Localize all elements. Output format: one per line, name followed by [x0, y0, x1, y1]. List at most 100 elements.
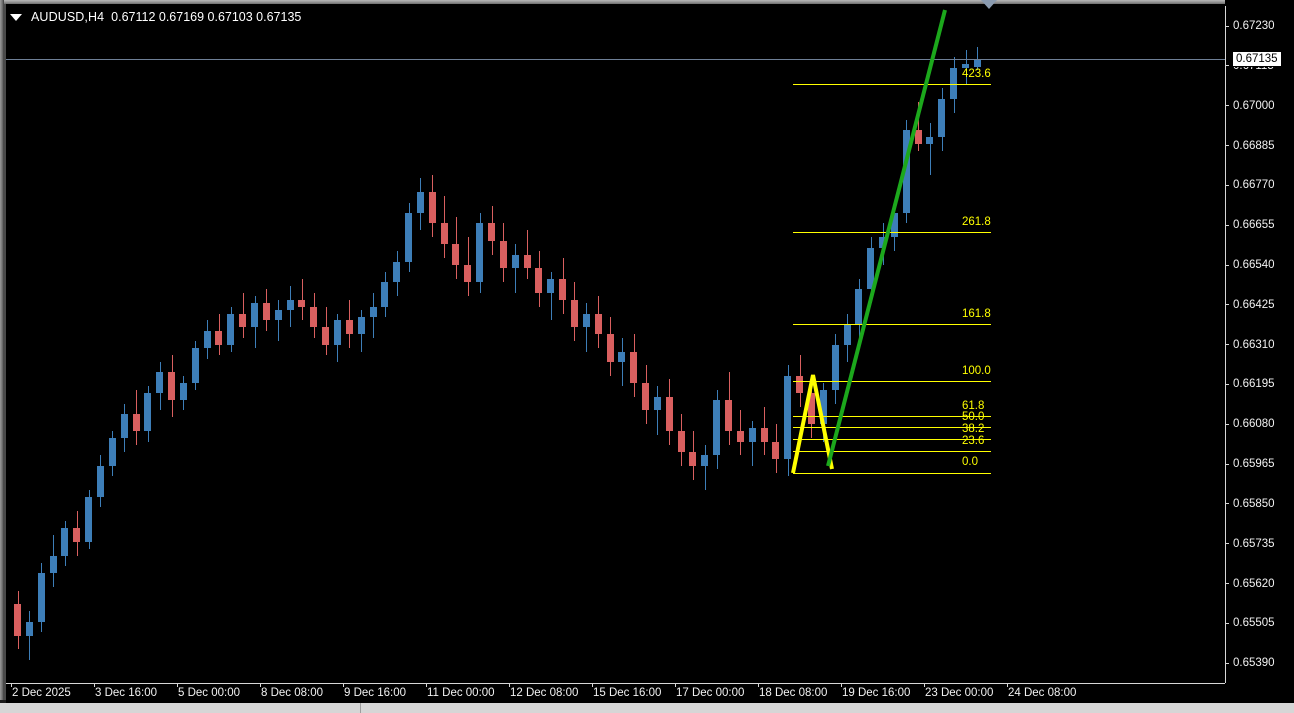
- candle-body: [938, 98, 946, 137]
- price-tick: 0.66655: [1225, 218, 1275, 232]
- candle-body: [322, 327, 330, 345]
- candle-wick: [657, 386, 658, 435]
- price-tick: 0.66310: [1225, 338, 1275, 352]
- green-trendline[interactable]: [826, 9, 947, 467]
- candle-body: [227, 313, 235, 345]
- price-tick: 0.66080: [1225, 417, 1275, 431]
- fib-level-label: 61.8: [962, 400, 985, 412]
- price-tick-label: 0.66195: [1233, 378, 1275, 391]
- window-frame-left-inner: [4, 4, 6, 700]
- candle-body: [748, 427, 756, 442]
- candle-wick: [29, 611, 30, 660]
- candle-body: [37, 573, 45, 622]
- candle-wick: [278, 299, 279, 342]
- candle-body: [511, 254, 519, 269]
- chart-top-marker: [981, 0, 997, 9]
- candle-body: [642, 382, 650, 411]
- candle-wick: [551, 271, 552, 321]
- candle-body: [357, 316, 365, 335]
- fib-level-label: 423.6: [962, 68, 991, 80]
- time-scale[interactable]: 2 Dec 2025 3 Dec 16:00 5 Dec 00:00 8 Dec 08…: [6, 683, 1294, 703]
- candle-wick: [586, 303, 587, 352]
- candle-body: [179, 382, 187, 401]
- price-tick-mark: [1225, 583, 1229, 585]
- fib-level-label: 38.2: [962, 423, 985, 435]
- price-tick-mark: [1225, 503, 1229, 505]
- candle-body: [890, 213, 898, 238]
- candle-body: [476, 223, 484, 283]
- chart-header: AUDUSD,H4 0.67112 0.67169 0.67103 0.6713…: [10, 9, 301, 25]
- candle-body: [464, 265, 472, 283]
- candle-body: [547, 278, 555, 293]
- candle-body: [570, 299, 578, 328]
- fib-level-line[interactable]: [793, 232, 991, 233]
- time-tick-label: 23 Dec 00:00: [925, 687, 994, 699]
- candle-body: [855, 289, 863, 324]
- candle-body: [73, 528, 81, 543]
- candle-body: [49, 555, 57, 574]
- fib-level-label: 0.0: [962, 456, 978, 468]
- candle-body: [784, 375, 792, 459]
- chart-symbol-label: AUDUSD,H4: [31, 10, 105, 24]
- price-tick-label: 0.65850: [1233, 497, 1275, 510]
- candle-body: [191, 348, 199, 383]
- current-price-line: [6, 58, 1225, 60]
- fib-level-line[interactable]: [793, 381, 991, 382]
- fib-level-line[interactable]: [793, 451, 991, 452]
- candle-body: [440, 223, 448, 245]
- time-tick-label: 17 Dec 00:00: [676, 687, 745, 699]
- window-frame-left: [0, 0, 4, 700]
- candle-body: [902, 129, 910, 214]
- candle-body: [867, 247, 875, 290]
- price-tick-mark: [1225, 264, 1229, 266]
- price-tick-label: 0.65735: [1233, 537, 1275, 550]
- price-tick-label: 0.65620: [1233, 577, 1275, 590]
- candle-body: [25, 621, 33, 636]
- candle-body: [405, 213, 413, 262]
- candle-body: [85, 497, 93, 543]
- candle-body: [831, 344, 839, 390]
- candle-body: [677, 431, 685, 452]
- price-tick-label: 0.66310: [1233, 338, 1275, 351]
- candle-body: [665, 396, 673, 432]
- price-tick: 0.65850: [1225, 497, 1275, 511]
- price-scale[interactable]: 0.672300.671150.670000.668850.667700.666…: [1225, 0, 1294, 700]
- candle-body: [381, 282, 389, 307]
- candle-body: [796, 375, 804, 394]
- price-tick: 0.66885: [1225, 139, 1275, 153]
- drawings-overlay: [791, 9, 947, 474]
- candle-body: [156, 372, 164, 394]
- price-tick-mark: [1225, 423, 1229, 425]
- time-tick-mark: [758, 683, 759, 687]
- time-tick-label: 19 Dec 16:00: [842, 687, 911, 699]
- candle-body: [689, 452, 697, 466]
- candle-wick: [622, 337, 623, 387]
- candle-body: [606, 334, 614, 362]
- candle-body: [618, 351, 626, 362]
- candle-wick: [752, 420, 753, 466]
- fib-level-label: 50.0: [962, 411, 985, 423]
- price-tick-mark: [1225, 622, 1229, 624]
- candle-body: [488, 223, 495, 241]
- price-tick: 0.67000: [1225, 99, 1275, 113]
- candle-body: [914, 129, 922, 144]
- candle-body: [274, 310, 282, 321]
- candle-body: [108, 438, 116, 466]
- triangle-down-icon[interactable]: [10, 13, 22, 21]
- price-tick-label: 0.66770: [1233, 179, 1275, 192]
- fib-level-line[interactable]: [793, 84, 991, 85]
- fib-level-line[interactable]: [793, 324, 991, 325]
- candle-body: [120, 413, 128, 439]
- candle-body: [523, 254, 531, 269]
- price-tick-mark: [1225, 224, 1229, 226]
- price-tick: 0.65620: [1225, 577, 1275, 591]
- chart-plot-area[interactable]: 423.6 261.8 161.8 100.0 61.8 50.0 38.2 23.6 0.0: [6, 6, 1225, 683]
- fib-level-line[interactable]: [793, 473, 991, 474]
- time-tick-mark: [1007, 683, 1008, 687]
- candle-body: [144, 393, 152, 432]
- status-bar: [0, 703, 1294, 713]
- candle-body: [926, 136, 934, 144]
- candle-body: [286, 299, 294, 311]
- candle-body: [369, 306, 377, 317]
- price-tick-label: 0.65505: [1233, 617, 1275, 630]
